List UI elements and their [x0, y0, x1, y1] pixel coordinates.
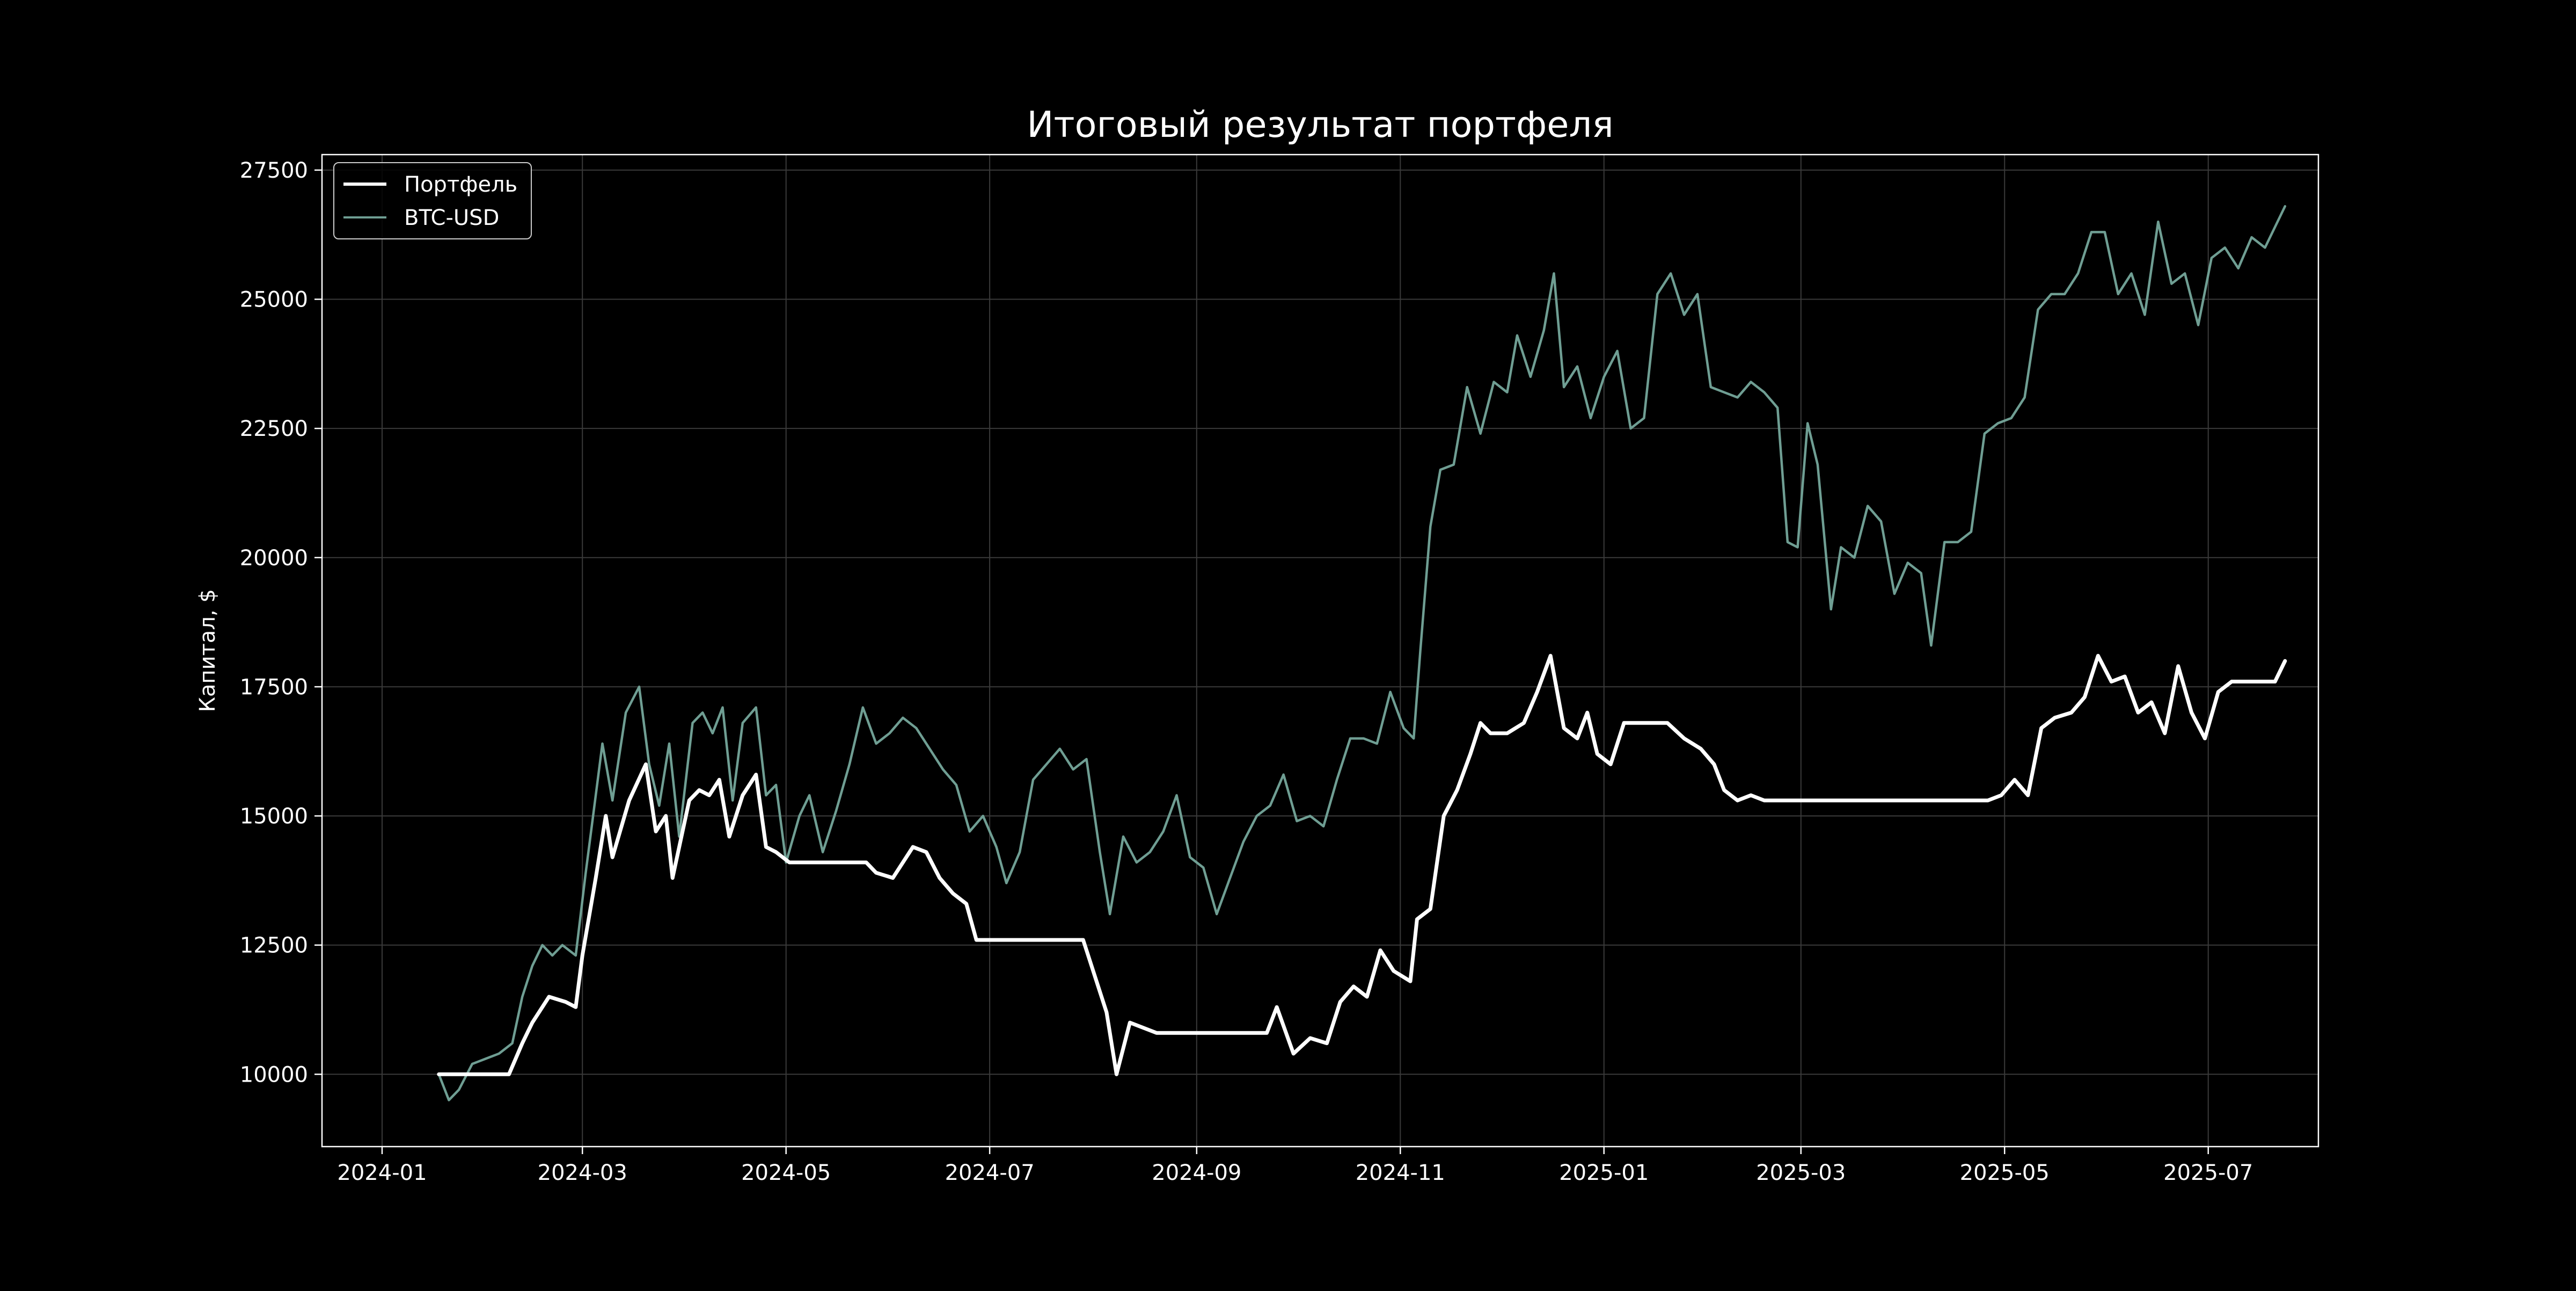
series-layer [437, 205, 2287, 1102]
x-tick-label: 2024-09 [1152, 1161, 1241, 1185]
legend-label-portfolio: Портфель [404, 172, 517, 197]
y-tick-label: 15000 [240, 804, 308, 829]
axis-ticks: 2024-01 2024-03 2024-05 2024-07 2024-09 2024-… [240, 158, 2253, 1185]
legend-label-btc: BTC-USD [404, 206, 499, 230]
plot-frame [321, 154, 2319, 1148]
x-tick-label: 2024-07 [945, 1161, 1035, 1185]
x-tick-label: 2024-11 [1356, 1161, 1445, 1185]
series-line-portfolio [437, 654, 2287, 1076]
y-tick-label: 25000 [240, 288, 308, 312]
x-tick-label: 2024-01 [337, 1161, 427, 1185]
y-tick-label: 12500 [240, 933, 308, 958]
x-tick-label: 2025-07 [2163, 1161, 2253, 1185]
x-tick-label: 2024-03 [538, 1161, 627, 1185]
y-tick-label: 17500 [240, 675, 308, 699]
y-axis-label: Капитал, $ [195, 589, 220, 712]
chart-title: Итоговый результат портфеля [1027, 104, 1613, 145]
x-tick-label: 2025-05 [1960, 1161, 2050, 1185]
y-tick-label: 27500 [240, 158, 308, 183]
series-line-btc-usd [437, 205, 2287, 1102]
x-tick-label: 2024-05 [741, 1161, 831, 1185]
legend: Портфель BTC-USD [333, 162, 532, 239]
y-tick-label: 10000 [240, 1062, 308, 1087]
y-tick-label: 20000 [240, 546, 308, 571]
x-tick-label: 2025-01 [1559, 1161, 1649, 1185]
x-tick-label: 2025-03 [1756, 1161, 1846, 1185]
grid [322, 155, 2318, 1147]
y-tick-label: 22500 [240, 417, 308, 441]
legend-box [333, 162, 532, 239]
